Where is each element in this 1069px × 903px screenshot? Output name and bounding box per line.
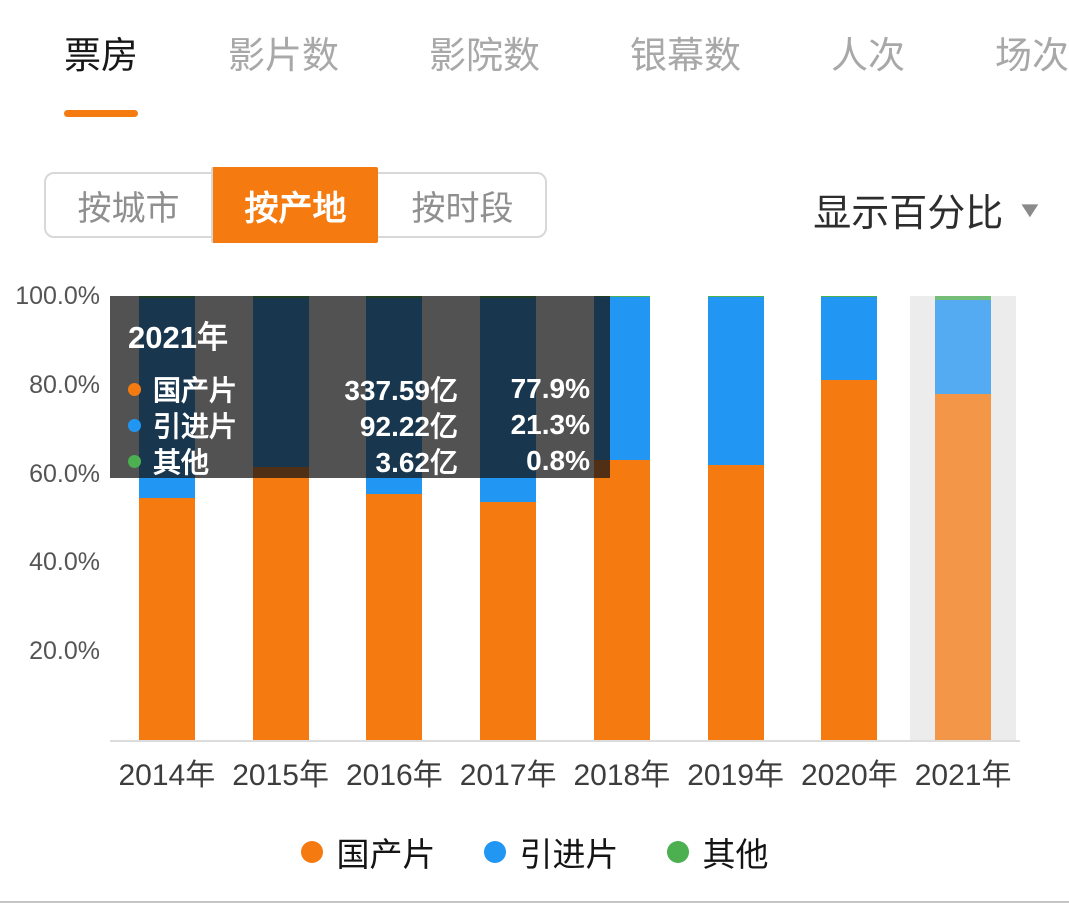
bar-segment-domestic <box>593 460 650 740</box>
tooltip-percent: 21.3% <box>510 409 590 440</box>
tooltip-name-text: 其他 <box>153 447 210 478</box>
plot-area: 2021年 国产片 337.59亿 77.9% 引进片 92.22亿 21.3% 其他 3.6… <box>110 296 1020 742</box>
chart-legend: 国产片 引进片 其他 <box>0 828 1069 876</box>
legend-item-other[interactable]: 其他 <box>666 828 769 876</box>
x-axis: 2014年 2015年 2016年 2017年 2018年 2019年 2020年 2021年 <box>110 750 1020 794</box>
stacked-bar <box>707 296 764 740</box>
filter-segmented-control: 按城市 按产地 按时段 <box>44 167 547 243</box>
tab-label: 人次 <box>831 35 905 76</box>
tooltip-series-name: 其他 <box>128 441 303 481</box>
bottom-divider <box>0 901 1069 903</box>
tab-screenings[interactable]: 场次 <box>995 25 1069 120</box>
tooltip-row-other: 其他 3.62亿 0.8% <box>128 441 590 478</box>
x-axis-label: 2015年 <box>232 759 329 792</box>
filter-by-time-button[interactable]: 按时段 <box>411 189 514 228</box>
x-axis-label: 2019年 <box>687 759 784 792</box>
tab-label: 银幕数 <box>630 35 741 76</box>
active-tab-indicator <box>64 110 138 117</box>
bar-segment-other <box>707 296 764 298</box>
legend-item-domestic[interactable]: 国产片 <box>300 828 436 876</box>
display-mode-dropdown[interactable]: 显示百分比 ▼ <box>813 182 1045 237</box>
domestic-color-dot-icon <box>128 382 141 396</box>
top-tab-bar: 票房 影片数 影院数 银幕数 人次 场次 <box>64 25 1069 120</box>
x-axis-label: 2020年 <box>801 759 898 792</box>
bar-group-2020年[interactable] <box>793 296 907 740</box>
stacked-bar <box>821 296 878 740</box>
tooltip-row-imported: 引进片 92.22亿 21.3% <box>128 405 590 442</box>
bar-segment-domestic <box>480 502 537 740</box>
bar-segment-domestic <box>707 464 764 740</box>
tooltip-series-name: 国产片 <box>128 369 303 409</box>
filter-by-origin-button[interactable]: 按产地 <box>211 167 378 243</box>
x-axis-label: 2016年 <box>346 759 443 792</box>
legend-label: 国产片 <box>336 836 436 873</box>
filter-by-city-button[interactable]: 按城市 <box>77 189 180 228</box>
x-axis-label: 2021年 <box>914 759 1012 792</box>
y-axis: 100.0% 80.0% 60.0% 40.0% 20.0% <box>0 283 100 740</box>
bar-segment-domestic <box>821 380 878 740</box>
y-tick-label: 80.0% <box>29 370 100 399</box>
y-tick-label: 60.0% <box>29 459 100 488</box>
tooltip-name-text: 引进片 <box>153 411 238 442</box>
tooltip-value: 337.59亿 <box>344 375 458 406</box>
bar-group-2021年[interactable] <box>906 296 1020 740</box>
bar-group-2019年[interactable] <box>679 296 793 740</box>
tooltip-series-name: 引进片 <box>128 405 303 445</box>
tab-screen-count[interactable]: 银幕数 <box>630 25 741 120</box>
other-color-dot-icon <box>128 454 141 468</box>
bar-segment-imported <box>821 297 878 381</box>
chart-tooltip: 2021年 国产片 337.59亿 77.9% 引进片 92.22亿 21.3% 其他 3.6… <box>110 296 610 478</box>
tab-film-count[interactable]: 影片数 <box>228 25 339 120</box>
bar-segment-other <box>593 296 650 298</box>
tooltip-percent: 77.9% <box>510 373 590 404</box>
legend-item-imported[interactable]: 引进片 <box>483 828 619 876</box>
tooltip-title: 2021年 <box>128 320 228 355</box>
bar-segment-imported <box>935 299 992 395</box>
y-tick-label: 100.0% <box>15 282 100 310</box>
bar-segment-imported <box>707 297 764 465</box>
tooltip-percent: 0.8% <box>526 445 590 476</box>
tooltip-row-domestic: 国产片 337.59亿 77.9% <box>128 369 590 406</box>
tab-label: 影院数 <box>429 35 540 76</box>
bar-segment-other <box>935 296 992 300</box>
display-mode-label: 显示百分比 <box>813 193 1004 235</box>
other-legend-dot-icon <box>666 841 689 863</box>
y-tick-label: 40.0% <box>29 548 100 577</box>
x-axis-label: 2014年 <box>118 759 216 792</box>
legend-label: 引进片 <box>519 836 619 873</box>
stacked-bar <box>935 296 992 740</box>
chevron-down-icon: ▼ <box>1015 196 1045 222</box>
imported-color-dot-icon <box>128 418 141 432</box>
tooltip-value: 3.62亿 <box>375 447 459 478</box>
tab-admissions[interactable]: 人次 <box>831 25 905 120</box>
domestic-legend-dot-icon <box>300 841 323 863</box>
tab-label: 场次 <box>995 35 1069 76</box>
bar-segment-domestic <box>935 394 992 740</box>
imported-legend-dot-icon <box>483 841 506 863</box>
x-axis-label: 2018年 <box>573 759 671 792</box>
y-tick-label: 20.0% <box>29 637 100 666</box>
x-axis-label: 2017年 <box>459 759 557 792</box>
tab-label: 影片数 <box>228 35 339 76</box>
tab-label: 票房 <box>64 35 138 76</box>
tab-cinema-count[interactable]: 影院数 <box>429 25 540 120</box>
tooltip-value: 92.22亿 <box>359 411 458 442</box>
tooltip-rows: 国产片 337.59亿 77.9% 引进片 92.22亿 21.3% 其他 3.62亿 0.8% <box>128 369 590 478</box>
bar-segment-other <box>821 296 878 298</box>
bar-segment-domestic <box>366 493 423 740</box>
legend-label: 其他 <box>702 836 769 873</box>
tab-box-office[interactable]: 票房 <box>64 25 138 120</box>
bar-segment-domestic <box>138 498 195 740</box>
tooltip-name-text: 国产片 <box>153 375 238 406</box>
bar-segment-domestic <box>252 466 309 740</box>
